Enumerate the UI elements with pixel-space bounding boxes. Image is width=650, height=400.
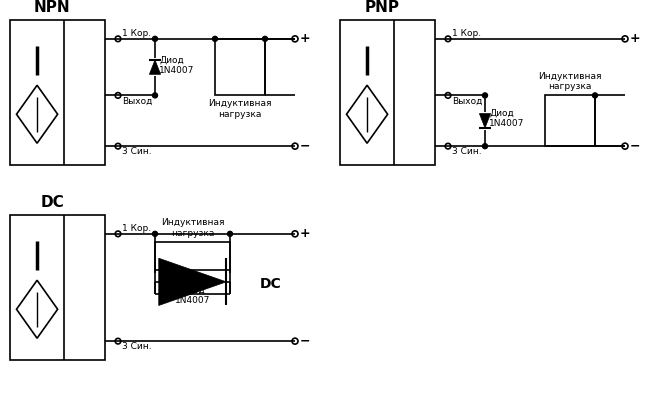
Text: 3 Син.: 3 Син. <box>452 147 482 156</box>
Text: DC: DC <box>40 195 64 210</box>
Text: NPN: NPN <box>34 0 70 15</box>
Text: −: − <box>300 335 311 348</box>
Text: Индуктивная
нагрузка: Индуктивная нагрузка <box>538 72 602 91</box>
Polygon shape <box>150 60 161 74</box>
Circle shape <box>153 93 157 98</box>
Text: 1 Кор.: 1 Кор. <box>452 29 481 38</box>
Text: DC: DC <box>260 277 281 291</box>
Circle shape <box>153 36 157 41</box>
Circle shape <box>482 93 488 98</box>
Circle shape <box>263 36 268 41</box>
Text: +: + <box>300 32 311 45</box>
Text: +: + <box>300 227 311 240</box>
Polygon shape <box>159 258 226 306</box>
Text: Индуктивная
нагрузка: Индуктивная нагрузка <box>161 218 224 238</box>
Bar <box>10 215 105 360</box>
Bar <box>10 20 105 165</box>
Text: +: + <box>630 32 641 45</box>
Text: Индуктивная
нагрузка: Индуктивная нагрузка <box>208 99 272 119</box>
Circle shape <box>227 231 233 236</box>
Bar <box>340 20 435 165</box>
Circle shape <box>482 144 488 149</box>
Text: 1 Кор.: 1 Кор. <box>122 224 151 233</box>
Text: Диод
1N4007: Диод 1N4007 <box>159 56 194 75</box>
Bar <box>155 242 230 270</box>
Circle shape <box>153 231 157 236</box>
Polygon shape <box>480 114 491 128</box>
Text: Диод
1N4007: Диод 1N4007 <box>489 109 525 128</box>
Text: −: − <box>300 140 311 153</box>
Text: Диод
1N4007: Диод 1N4007 <box>175 286 210 305</box>
Bar <box>215 39 265 96</box>
Circle shape <box>593 93 597 98</box>
Text: Выход: Выход <box>122 96 152 105</box>
Text: 1 Кор.: 1 Кор. <box>122 29 151 38</box>
Circle shape <box>213 36 218 41</box>
Text: −: − <box>630 140 640 153</box>
Text: PNP: PNP <box>365 0 400 15</box>
Text: Выход: Выход <box>452 96 482 105</box>
Text: 3 Син.: 3 Син. <box>122 342 151 351</box>
Bar <box>545 95 595 146</box>
Text: 3 Син.: 3 Син. <box>122 147 151 156</box>
